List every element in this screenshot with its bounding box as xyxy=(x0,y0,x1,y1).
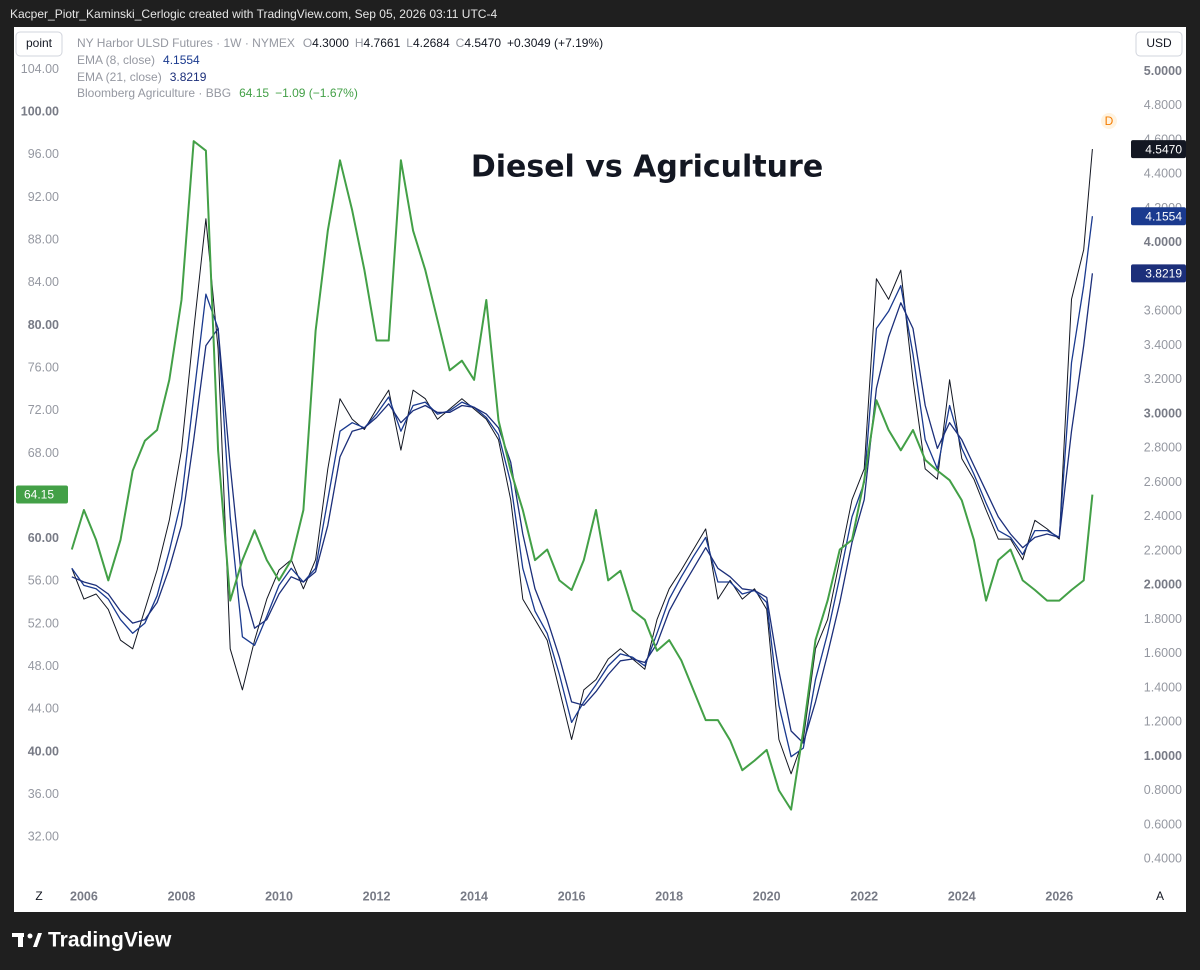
ohlc-value: 4.7661 xyxy=(364,36,401,50)
y2-tick-label: 3.0000 xyxy=(1144,406,1182,420)
price-tag-label: 3.8219 xyxy=(1145,266,1182,280)
ohlc-value: 4.3000 xyxy=(312,36,349,50)
y2-tick-label: 5.0000 xyxy=(1144,64,1182,78)
y-tick-label: 36.00 xyxy=(28,787,59,801)
legend-entry: EMA (21, close) 3.8219 xyxy=(77,70,207,84)
y-tick-label: 104.00 xyxy=(21,62,59,76)
y-tick-label: 100.00 xyxy=(21,105,59,119)
y2-tick-label: 1.0000 xyxy=(1144,749,1182,763)
y2-tick-label: 4.0000 xyxy=(1144,235,1182,249)
y-tick-label: 84.00 xyxy=(28,275,59,289)
legend-entry: Bloomberg Agriculture · BBG 64.15 −1.09 (−… xyxy=(77,86,358,100)
y-tick-label: 68.00 xyxy=(28,446,59,460)
legend-entry: NY Harbor ULSD Futures · 1W · NYMEX O4.30… xyxy=(77,36,603,50)
legend-value: 4.1554 xyxy=(163,53,200,67)
ohlc-key: C xyxy=(456,36,465,50)
x-tick-label: 2012 xyxy=(363,889,391,903)
y2-tick-label: 0.4000 xyxy=(1144,852,1182,866)
y2-tick-label: 1.6000 xyxy=(1144,646,1182,660)
ohlc-value: 4.2684 xyxy=(413,36,450,50)
currency[interactable]: USD xyxy=(1146,36,1172,50)
auto-toggle[interactable]: A xyxy=(1156,889,1164,903)
ohlc-value: 4.5470 xyxy=(464,36,501,50)
x-tick-label: 2022 xyxy=(850,889,878,903)
attribution: Kacper_Piotr_Kaminski_Cerlogic created w… xyxy=(10,7,497,21)
y2-tick-label: 2.4000 xyxy=(1144,509,1182,523)
x-tick-label: 2010 xyxy=(265,889,293,903)
log-toggle[interactable]: Z xyxy=(35,889,42,903)
y-tick-label: 48.00 xyxy=(28,659,59,673)
x-tick-label: 2026 xyxy=(1045,889,1073,903)
series-line xyxy=(70,140,1094,811)
legend-entry: EMA (8, close) 4.1554 xyxy=(77,53,200,67)
price-tag xyxy=(16,485,68,504)
y-tick-label: 60.00 xyxy=(28,531,59,545)
series-line xyxy=(71,273,1094,744)
plot xyxy=(70,140,1094,811)
x-tick-label: 2018 xyxy=(655,889,683,903)
y-tick-label: 88.00 xyxy=(28,233,59,247)
x-tick-label: 2020 xyxy=(753,889,781,903)
x-tick-label: 2006 xyxy=(70,889,98,903)
legend-name: EMA (8, close) xyxy=(77,53,155,67)
y2-tick-label: 4.4000 xyxy=(1144,167,1182,181)
y-tick-label: 92.00 xyxy=(28,190,59,204)
y2-tick-label: 0.8000 xyxy=(1144,783,1182,797)
change: −1.09 (−1.67%) xyxy=(275,86,358,100)
series-line xyxy=(71,216,1094,758)
x-tick-label: 2024 xyxy=(948,889,976,903)
series-line xyxy=(71,149,1093,775)
price-tag-label: 4.5470 xyxy=(1145,142,1182,156)
chart-title: Diesel vs Agriculture xyxy=(471,150,823,185)
scale-mode[interactable]: point xyxy=(26,36,53,50)
marker-badge[interactable] xyxy=(1101,113,1117,129)
price-tag xyxy=(1131,264,1186,283)
x-tick-label: 2008 xyxy=(168,889,196,903)
y-tick-label: 56.00 xyxy=(28,574,59,588)
y2-tick-label: 0.6000 xyxy=(1144,817,1182,831)
y-tick-label: 44.00 xyxy=(28,702,59,716)
y-tick-label: 96.00 xyxy=(28,147,59,161)
y2-tick-label: 3.4000 xyxy=(1144,338,1182,352)
y2-tick-label: 4.8000 xyxy=(1144,98,1182,112)
price-tag xyxy=(1131,207,1186,226)
change: +0.3049 (+7.19%) xyxy=(507,36,603,50)
legend-value: 3.8219 xyxy=(170,70,207,84)
price-tag-label: 4.1554 xyxy=(1145,209,1182,223)
y2-tick-label: 1.4000 xyxy=(1144,680,1182,694)
price-tag xyxy=(1131,140,1186,159)
y2-tick-label: 1.2000 xyxy=(1144,715,1182,729)
y-tick-label: 72.00 xyxy=(28,403,59,417)
y-tick-label: 52.00 xyxy=(28,616,59,630)
ohlc-key: H xyxy=(355,36,364,50)
x-tick-label: 2016 xyxy=(558,889,586,903)
marker-label[interactable]: D xyxy=(1105,114,1114,128)
y-tick-label: 76.00 xyxy=(28,360,59,374)
y-tick-label: 40.00 xyxy=(28,744,59,758)
legend-name: EMA (21, close) xyxy=(77,70,162,84)
y2-tick-label: 3.6000 xyxy=(1144,304,1182,318)
y2-tick-label: 2.0000 xyxy=(1144,578,1182,592)
currency-button[interactable] xyxy=(1135,31,1183,57)
brand-name: TradingView xyxy=(48,929,172,952)
legend-name: Bloomberg Agriculture · BBG xyxy=(77,86,231,100)
y2-tick-label: 3.2000 xyxy=(1144,372,1182,386)
ohlc-key: O xyxy=(303,36,312,50)
scale-mode-button[interactable] xyxy=(15,31,63,57)
chart-area xyxy=(14,27,1186,912)
y2-tick-label: 2.2000 xyxy=(1144,543,1182,557)
y2-tick-label: 2.8000 xyxy=(1144,441,1182,455)
legend-value: 64.15 xyxy=(239,86,269,100)
y2-tick-label: 2.6000 xyxy=(1144,475,1182,489)
y2-tick-label: 1.8000 xyxy=(1144,612,1182,626)
legend-name: NY Harbor ULSD Futures · 1W · NYMEX xyxy=(77,36,295,50)
ohlc-key: L xyxy=(406,36,413,50)
x-tick-label: 2014 xyxy=(460,889,488,903)
y-tick-label: 80.00 xyxy=(28,318,59,332)
brand-logo xyxy=(12,933,42,947)
y-tick-label: 32.00 xyxy=(28,830,59,844)
price-tag-label: 64.15 xyxy=(24,488,54,502)
